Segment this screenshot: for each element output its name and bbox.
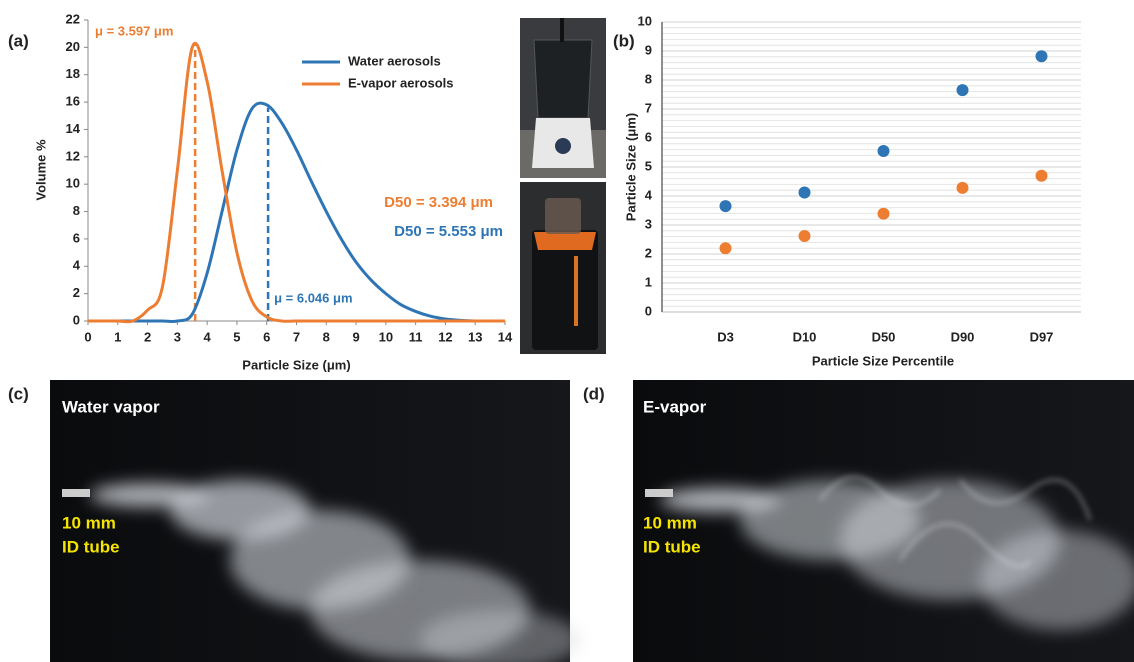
y-tick-label: 8 (73, 203, 80, 218)
x-axis-title: Particle Size Percentile (812, 353, 954, 368)
fog-machine-photo (520, 182, 606, 354)
e-vapor-photo (633, 380, 1134, 662)
y-tick-label: 2 (645, 245, 652, 260)
point (878, 145, 890, 157)
tube-label: ID tube (643, 537, 701, 556)
y-tick-label: 6 (645, 129, 652, 144)
humidifier-photo (520, 18, 606, 178)
y-tick-label: 8 (645, 71, 652, 86)
panel-label: (c) (8, 384, 29, 403)
x-tick-label: D10 (793, 329, 817, 344)
point (799, 187, 811, 199)
x-tick-label: 13 (468, 329, 482, 344)
x-tick-label: 9 (352, 329, 359, 344)
tube-label: ID tube (62, 537, 120, 556)
y-tick-label: 6 (73, 230, 80, 245)
x-tick-label: 6 (263, 329, 270, 344)
x-tick-label: 5 (233, 329, 240, 344)
x-tick-label: 3 (174, 329, 181, 344)
x-tick-label: 2 (144, 329, 151, 344)
water-vapor-photo (50, 380, 580, 662)
y-tick-label: 16 (66, 94, 80, 109)
annotation: D50 = 5.553 μm (394, 223, 503, 240)
legend-label: E-vapor aerosols (348, 75, 454, 90)
annotation: D50 = 3.394 μm (384, 194, 493, 211)
x-tick-label: 14 (498, 329, 513, 344)
y-tick-label: 7 (645, 100, 652, 115)
x-tick-label: D50 (872, 329, 896, 344)
y-tick-label: 18 (66, 66, 80, 81)
x-tick-label: 1 (114, 329, 121, 344)
y-axis-title: Particle Size (μm) (623, 113, 638, 221)
y-tick-label: 10 (638, 13, 652, 28)
point (720, 242, 732, 254)
mean-label: μ = 6.046 μm (274, 290, 352, 305)
y-axis-title: Volume % (33, 139, 48, 201)
mean-label: μ = 3.597 μm (95, 23, 173, 38)
x-tick-label: 7 (293, 329, 300, 344)
y-tick-label: 10 (66, 176, 80, 191)
panel-label: (b) (613, 31, 635, 50)
y-tick-label: 0 (73, 312, 80, 327)
panel-label: (d) (583, 384, 605, 403)
x-tick-label: 4 (204, 329, 212, 344)
y-tick-label: 14 (66, 121, 81, 136)
x-tick-label: 0 (84, 329, 91, 344)
y-tick-label: 4 (645, 187, 653, 202)
y-tick-label: 4 (73, 258, 81, 273)
point (957, 84, 969, 96)
x-tick-label: 10 (379, 329, 393, 344)
x-tick-label: 12 (438, 329, 452, 344)
y-tick-label: 12 (66, 148, 80, 163)
tube-label: 10 mm (643, 513, 697, 532)
x-tick-label: D90 (951, 329, 975, 344)
legend-label: Water aerosols (348, 53, 441, 68)
x-axis-title: Particle Size (μm) (242, 357, 350, 372)
y-tick-label: 0 (645, 303, 652, 318)
point (878, 208, 890, 220)
point (957, 182, 969, 194)
panel-label: (a) (8, 31, 29, 50)
point (1036, 170, 1048, 182)
figure: (a)0246810121416182022012345678910111213… (0, 0, 1134, 662)
x-tick-label: 11 (409, 329, 423, 344)
y-tick-label: 2 (73, 285, 80, 300)
photo-caption: Water vapor (62, 397, 160, 416)
photo-caption: E-vapor (643, 397, 707, 416)
point (799, 230, 811, 242)
y-tick-label: 1 (645, 274, 652, 289)
tube-label: 10 mm (62, 513, 116, 532)
y-tick-label: 9 (645, 42, 652, 57)
y-tick-label: 20 (66, 39, 80, 54)
y-tick-label: 3 (645, 216, 652, 231)
x-tick-label: D3 (717, 329, 734, 344)
x-tick-label: D97 (1030, 329, 1054, 344)
line-series (88, 103, 505, 321)
y-tick-label: 22 (66, 11, 80, 26)
point (1036, 50, 1048, 62)
y-tick-label: 5 (645, 158, 652, 173)
x-tick-label: 8 (323, 329, 330, 344)
point (720, 200, 732, 212)
